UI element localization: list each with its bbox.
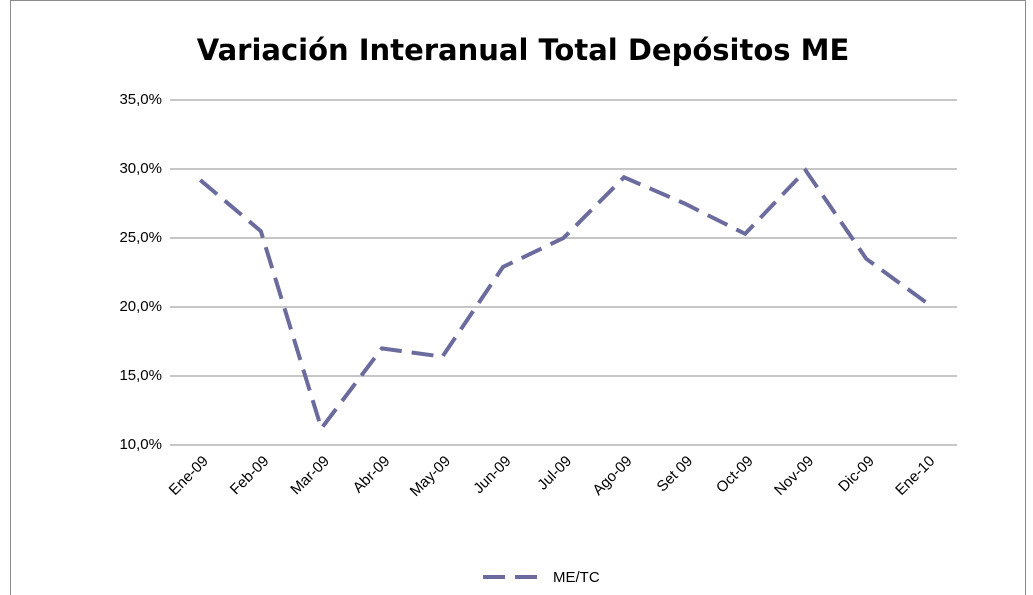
chart-title: Variación Interanual Total Depósitos ME (197, 33, 850, 67)
x-tick-label: Ene-10 (892, 453, 938, 499)
y-tick-label: 35,0% (119, 91, 162, 108)
x-tick-label: Abr-09 (350, 453, 394, 497)
x-tick-label: Mar-09 (287, 453, 333, 499)
y-tick-label: 10,0% (119, 436, 162, 453)
x-tick-label: Oct-09 (713, 453, 757, 497)
x-tick-label: Ene-09 (166, 453, 212, 499)
x-tick-label: Dic-09 (835, 453, 878, 496)
x-tick-label: Jun-09 (470, 453, 514, 497)
legend-label: ME/TC (553, 569, 600, 586)
x-tick-label: Set 09 (654, 453, 697, 496)
x-tick-label: Nov-09 (771, 453, 817, 499)
chart-frame (10, 0, 1026, 595)
x-tick-label: Ago-09 (589, 453, 635, 499)
x-tick-label: May-09 (407, 453, 454, 500)
y-tick-label: 30,0% (119, 160, 162, 177)
y-tick-label: 20,0% (119, 298, 162, 315)
y-tick-label: 15,0% (119, 367, 162, 384)
x-tick-label: Jul-09 (534, 453, 575, 494)
data-line (198, 167, 928, 433)
x-tick-label: Feb-09 (227, 453, 273, 499)
y-tick-label: 25,0% (119, 229, 162, 246)
